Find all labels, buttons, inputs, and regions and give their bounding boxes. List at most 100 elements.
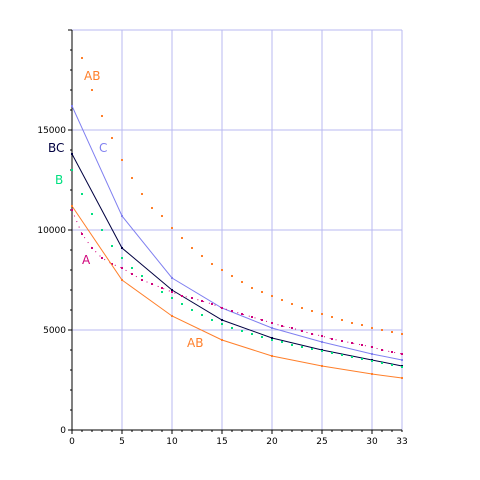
data-point <box>381 362 383 364</box>
data-point <box>81 233 83 235</box>
data-point <box>101 257 103 259</box>
data-point <box>221 307 223 309</box>
data-point <box>371 353 373 355</box>
data-point <box>341 319 343 321</box>
data-point <box>251 333 253 335</box>
x-tick-label: 10 <box>166 437 178 447</box>
data-point <box>71 205 73 207</box>
y-tick-label: 5000 <box>43 326 66 336</box>
data-point <box>81 57 83 59</box>
data-point <box>251 316 253 318</box>
data-point <box>301 346 303 348</box>
grid <box>72 29 403 430</box>
data-point <box>371 360 373 362</box>
data-point <box>191 247 193 249</box>
data-point <box>131 177 133 179</box>
data-point <box>311 333 313 335</box>
data-point <box>361 358 363 360</box>
data-point <box>141 193 143 195</box>
data-point <box>351 342 353 344</box>
series-label-ab: AB <box>187 336 203 350</box>
data-point <box>241 330 243 332</box>
data-point <box>171 277 173 279</box>
data-point <box>71 169 73 171</box>
data-point <box>271 339 273 341</box>
series-label-a: A <box>82 253 91 267</box>
data-point <box>281 299 283 301</box>
series-label-b: B <box>55 173 63 187</box>
data-point <box>251 287 253 289</box>
axes <box>68 29 403 434</box>
series-line <box>71 205 403 379</box>
data-point <box>391 364 393 366</box>
data-point <box>291 344 293 346</box>
data-point <box>181 295 183 297</box>
data-point <box>171 291 173 293</box>
series-line <box>71 153 403 367</box>
data-point <box>101 115 103 117</box>
data-point <box>151 207 153 209</box>
data-point <box>401 359 403 361</box>
series-group <box>71 57 403 379</box>
data-point <box>131 267 133 269</box>
data-point <box>331 316 333 318</box>
data-point <box>401 353 403 355</box>
data-point <box>271 322 273 324</box>
data-point <box>301 330 303 332</box>
data-point <box>371 373 373 375</box>
data-point <box>201 255 203 257</box>
data-point <box>321 341 323 343</box>
series-a-dash-dot <box>71 209 403 355</box>
data-point <box>241 281 243 283</box>
data-point <box>141 275 143 277</box>
data-point <box>191 309 193 311</box>
x-tick-label: 33 <box>396 437 407 447</box>
data-point <box>311 348 313 350</box>
data-point <box>181 303 183 305</box>
data-point <box>361 344 363 346</box>
data-point <box>71 105 73 107</box>
data-point <box>351 356 353 358</box>
series-ab-line <box>71 205 403 379</box>
data-point <box>221 319 223 321</box>
data-point <box>271 327 273 329</box>
data-point <box>221 269 223 271</box>
x-tick-label: 15 <box>216 437 227 447</box>
data-point <box>381 329 383 331</box>
data-point <box>171 315 173 317</box>
data-point <box>231 275 233 277</box>
x-tick-label: 30 <box>366 437 378 447</box>
data-point <box>291 327 293 329</box>
series-b-dots <box>71 169 403 368</box>
data-point <box>321 365 323 367</box>
data-point <box>401 333 403 335</box>
data-point <box>381 349 383 351</box>
data-point <box>321 350 323 352</box>
data-point <box>91 247 93 249</box>
data-point <box>121 215 123 217</box>
data-point <box>211 263 213 265</box>
data-point <box>331 338 333 340</box>
data-point <box>221 323 223 325</box>
data-point <box>71 153 73 155</box>
data-point <box>391 351 393 353</box>
y-tick-label: 10000 <box>37 226 66 236</box>
data-point <box>321 335 323 337</box>
data-point <box>291 303 293 305</box>
data-point <box>271 295 273 297</box>
data-point <box>261 319 263 321</box>
data-point <box>121 159 123 161</box>
data-point <box>231 327 233 329</box>
data-point <box>271 355 273 357</box>
y-tick-label: 15000 <box>37 126 66 136</box>
data-point <box>121 247 123 249</box>
series-label-c: C <box>99 141 107 155</box>
data-point <box>121 267 123 269</box>
data-point <box>91 89 93 91</box>
data-point <box>311 310 313 312</box>
data-point <box>121 279 123 281</box>
data-point <box>281 341 283 343</box>
data-point <box>181 237 183 239</box>
data-point <box>161 291 163 293</box>
